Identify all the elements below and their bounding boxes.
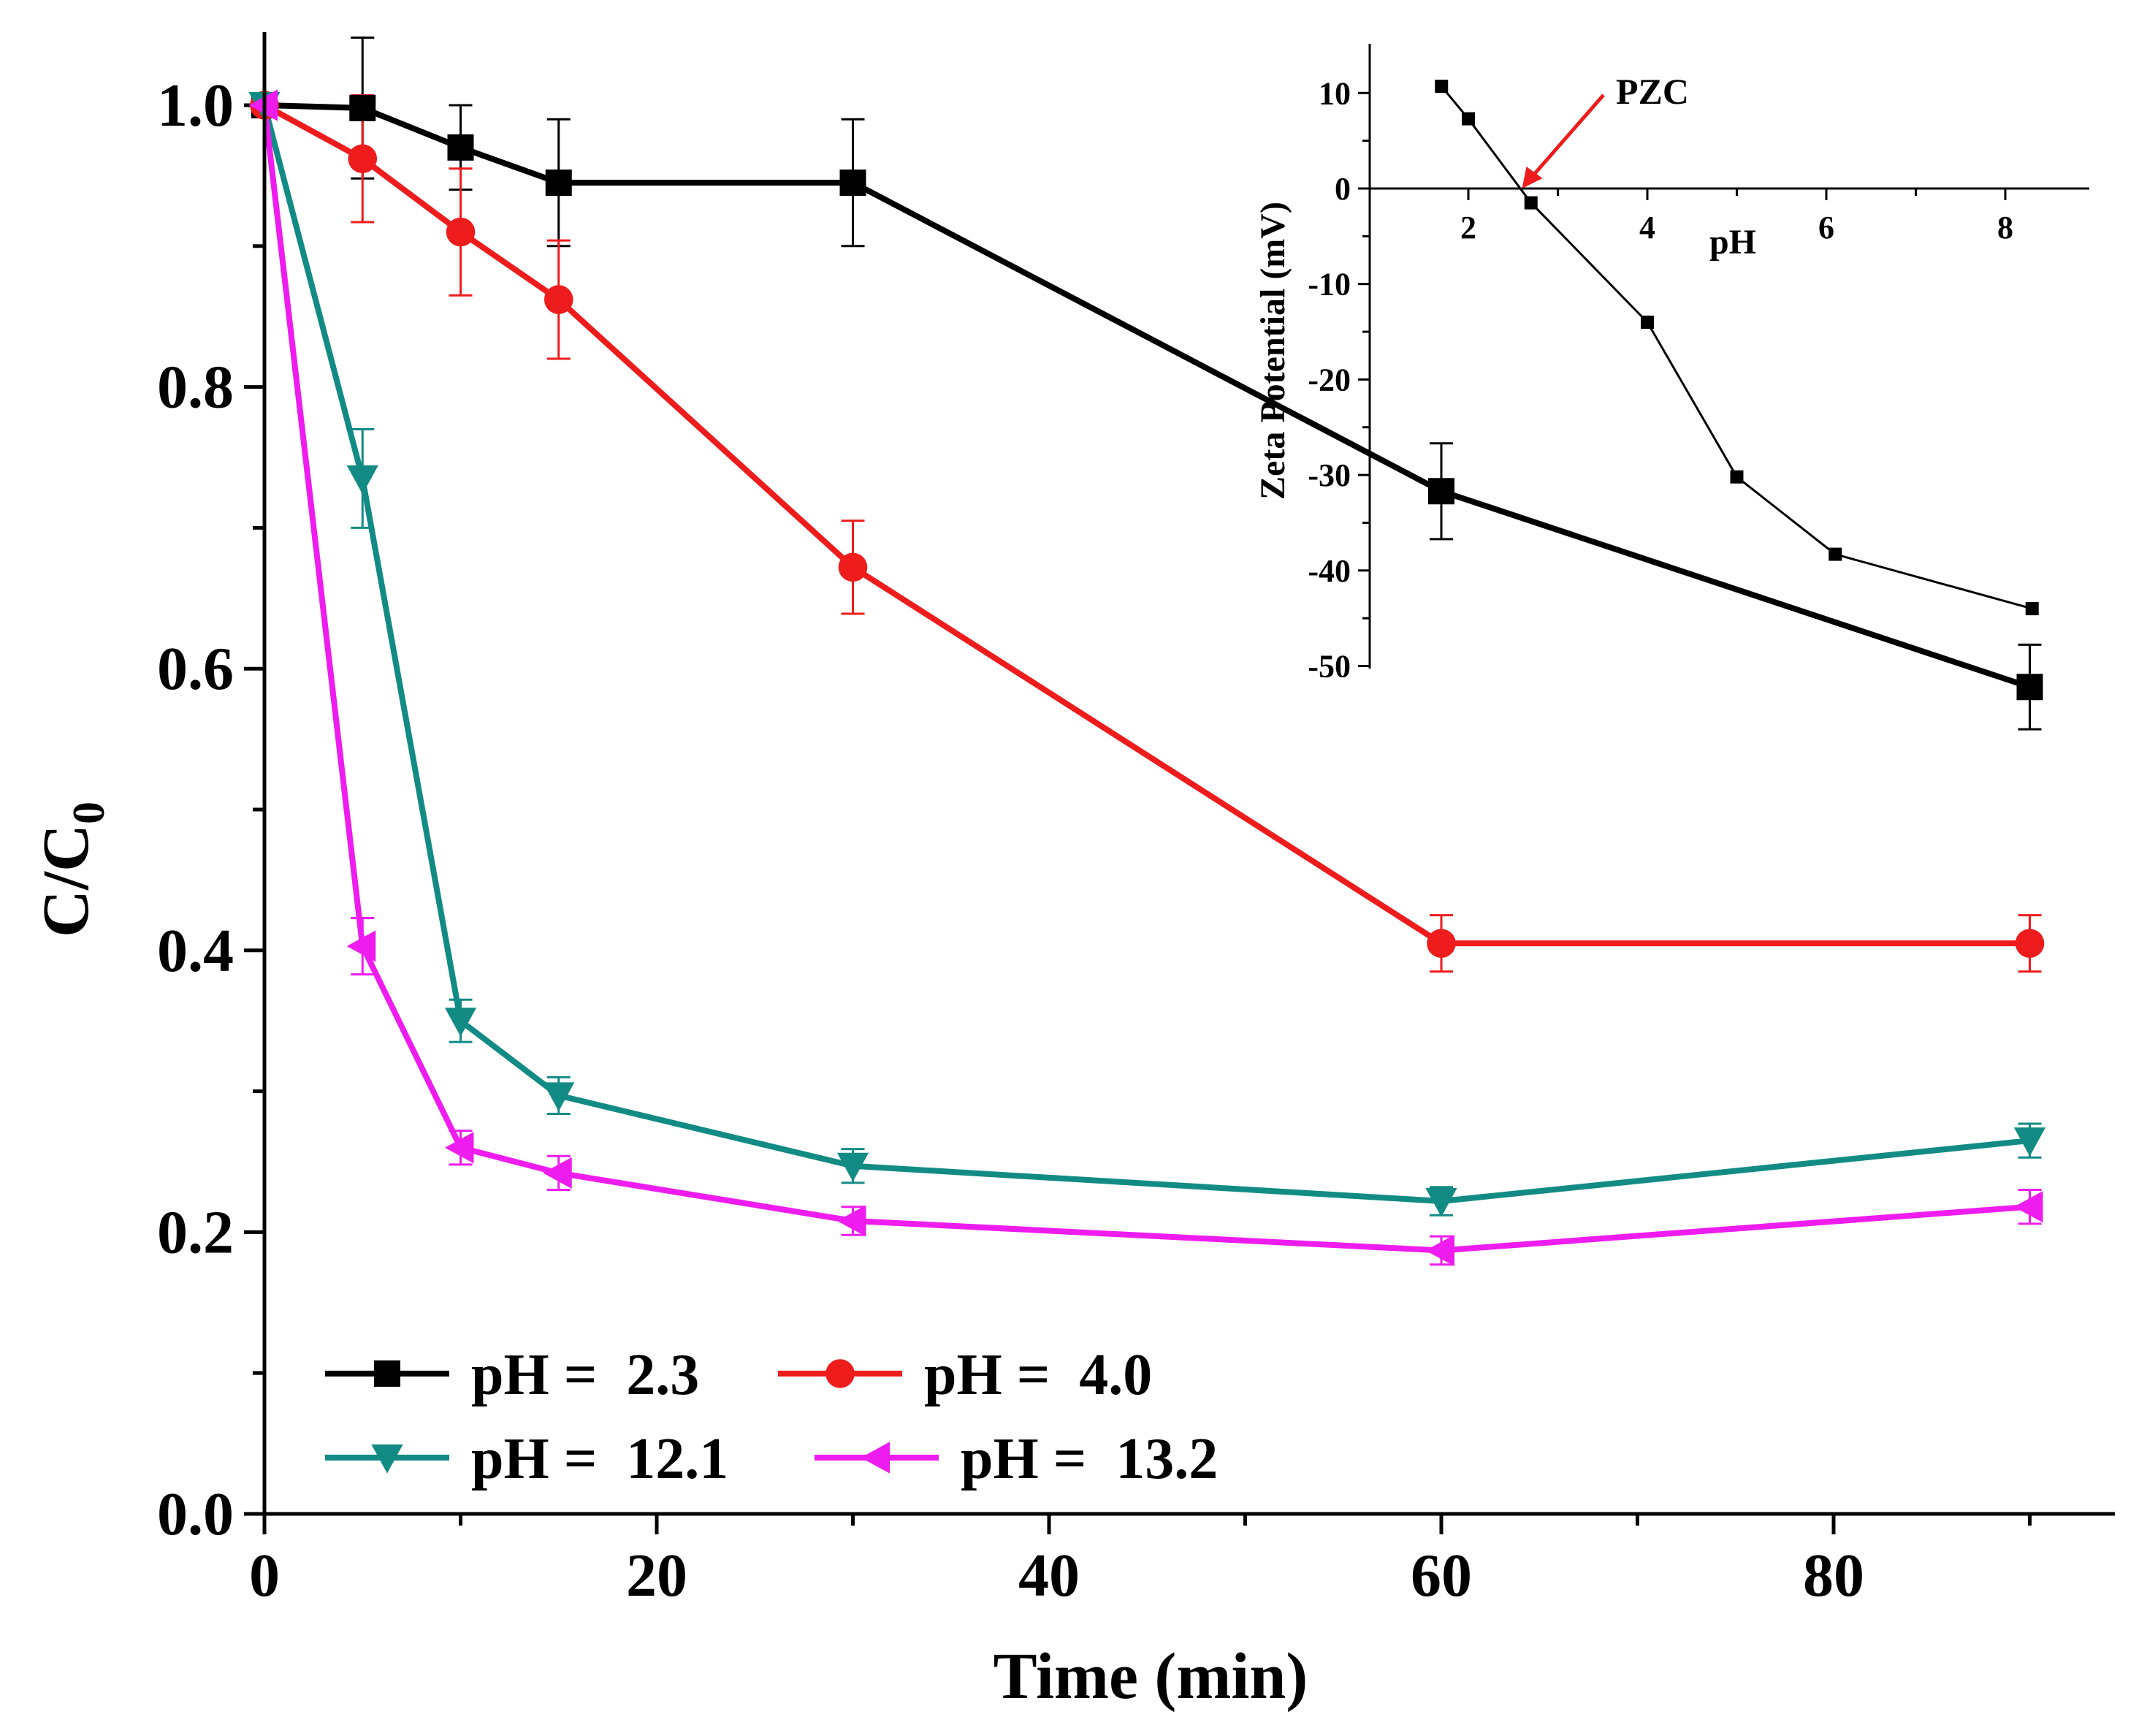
data-point: [349, 94, 376, 121]
x-tick-label: 80: [1803, 1542, 1864, 1610]
data-point: [444, 1132, 474, 1164]
data-point: [836, 1205, 866, 1237]
y-axis-title: C/C0: [30, 802, 114, 937]
data-point: [543, 1082, 575, 1111]
data-point: [447, 134, 474, 161]
legend-marker: [374, 1360, 400, 1387]
y-tick-label: 0.0: [157, 1480, 234, 1548]
data-point: [446, 217, 476, 247]
x-tick-label: 40: [1018, 1542, 1080, 1610]
main-y-tick-labels: 0.0 0.2 0.4 0.6 0.8 1.0: [157, 72, 234, 1548]
series-line-2: [262, 104, 2030, 1204]
inset-y-tick-label: -30: [1308, 457, 1351, 493]
legend-label: pH = 13.2: [961, 1427, 1218, 1491]
main-plot: 0 20 40 60 80 0.00.20.40.60.81.0 Time (min) …: [30, 32, 2115, 1713]
data-point: [2015, 929, 2045, 958]
legend: pH = 2.3 pH = 4.0 pH = 12.1 pH = 13.2: [325, 1343, 1218, 1491]
inset-data-point: [1828, 547, 1842, 561]
x-tick-label: 20: [626, 1542, 687, 1610]
inset-x-tick-labels: 2 4 6 8: [1460, 210, 2013, 245]
inset-y-axis-title: Zeta Potential (mV): [1254, 202, 1292, 500]
legend-label: pH = 4.0: [924, 1343, 1152, 1407]
pzc-annotation: PZC: [1616, 71, 1689, 112]
inset-series-line: [1441, 85, 2033, 610]
data-point: [348, 144, 378, 174]
inset-y-tick-label: -10: [1308, 267, 1351, 302]
inset-data-point: [2025, 602, 2039, 616]
y-tick-label: 1.0: [157, 72, 234, 140]
inset-x-tick-label: 2: [1460, 210, 1476, 245]
inset-y-tick-label: -40: [1308, 553, 1351, 589]
inset-plot: 2 4 6 8 10 0 -10 -20 -30 -40 -50 pH Zeta Potentia…: [1254, 44, 2089, 685]
data-point: [2013, 1191, 2043, 1223]
inset-x-tick-label: 8: [1997, 210, 2013, 245]
legend-marker: [825, 1359, 855, 1388]
y-tick-label: 0.4: [157, 917, 234, 985]
x-axis-title: Time (min): [994, 1640, 1308, 1713]
data-point: [838, 552, 868, 582]
y-tick-label: 0.2: [157, 1198, 234, 1266]
inset-y-tick-labels: 10 0 -10 -20 -30 -40 -50: [1308, 75, 1351, 684]
main-axis-ticks: [244, 103, 2032, 1534]
main-series-lines: [262, 102, 2031, 1254]
inset-data-point: [1641, 315, 1654, 329]
inset-y-tick-label: -50: [1308, 649, 1351, 685]
data-point: [836, 1152, 869, 1182]
data-point: [2016, 674, 2043, 701]
data-point: [346, 930, 376, 962]
inset-x-tick-label: 4: [1639, 210, 1655, 245]
inset-axis-ticks: [1358, 91, 2007, 667]
data-point: [444, 1008, 477, 1037]
legend-marker: [371, 1444, 403, 1474]
inset-y-tick-label: 0: [1335, 171, 1351, 207]
inset-markers: [1435, 80, 2039, 616]
inset-data-point: [1730, 470, 1744, 484]
data-point: [544, 285, 573, 314]
inset-x-tick-label: 6: [1818, 210, 1834, 245]
legend-label: pH = 2.3: [471, 1343, 699, 1407]
y-tick-label: 0.8: [157, 354, 234, 422]
inset-data-point: [1435, 80, 1449, 94]
data-point: [346, 465, 378, 495]
inset-data-point: [1462, 112, 1475, 126]
pzc-arrow-head: [1522, 167, 1543, 189]
legend-marker: [861, 1442, 890, 1474]
inset-y-tick-label: -20: [1308, 362, 1351, 397]
inset-data-point: [1524, 196, 1538, 210]
inset-y-tick-label: 10: [1319, 75, 1351, 111]
data-point: [1427, 929, 1456, 958]
series-line-0: [264, 102, 2031, 690]
inset-x-axis-title: pH: [1709, 223, 1756, 262]
data-point: [543, 1157, 572, 1189]
inset-line: [1441, 85, 2033, 610]
data-point: [545, 170, 572, 197]
legend-label: pH = 12.1: [471, 1427, 728, 1491]
main-markers: [248, 89, 2046, 1267]
data-point: [1425, 1234, 1454, 1267]
y-tick-label: 0.6: [157, 635, 234, 703]
series-line-1: [263, 102, 2030, 947]
data-point: [839, 170, 866, 197]
y-axis-title-main: C/C: [30, 824, 102, 937]
data-point: [1425, 1187, 1457, 1217]
pzc-arrow-line: [1528, 94, 1605, 181]
main-x-tick-labels: 0 20 40 60 80: [249, 1542, 1864, 1610]
x-tick-label: 0: [249, 1542, 280, 1610]
x-tick-label: 60: [1411, 1542, 1472, 1610]
y-axis-title-subscript: 0: [64, 802, 114, 824]
data-point: [1428, 478, 1454, 505]
data-point: [2013, 1127, 2046, 1157]
main-error-bars: [351, 36, 2042, 1266]
